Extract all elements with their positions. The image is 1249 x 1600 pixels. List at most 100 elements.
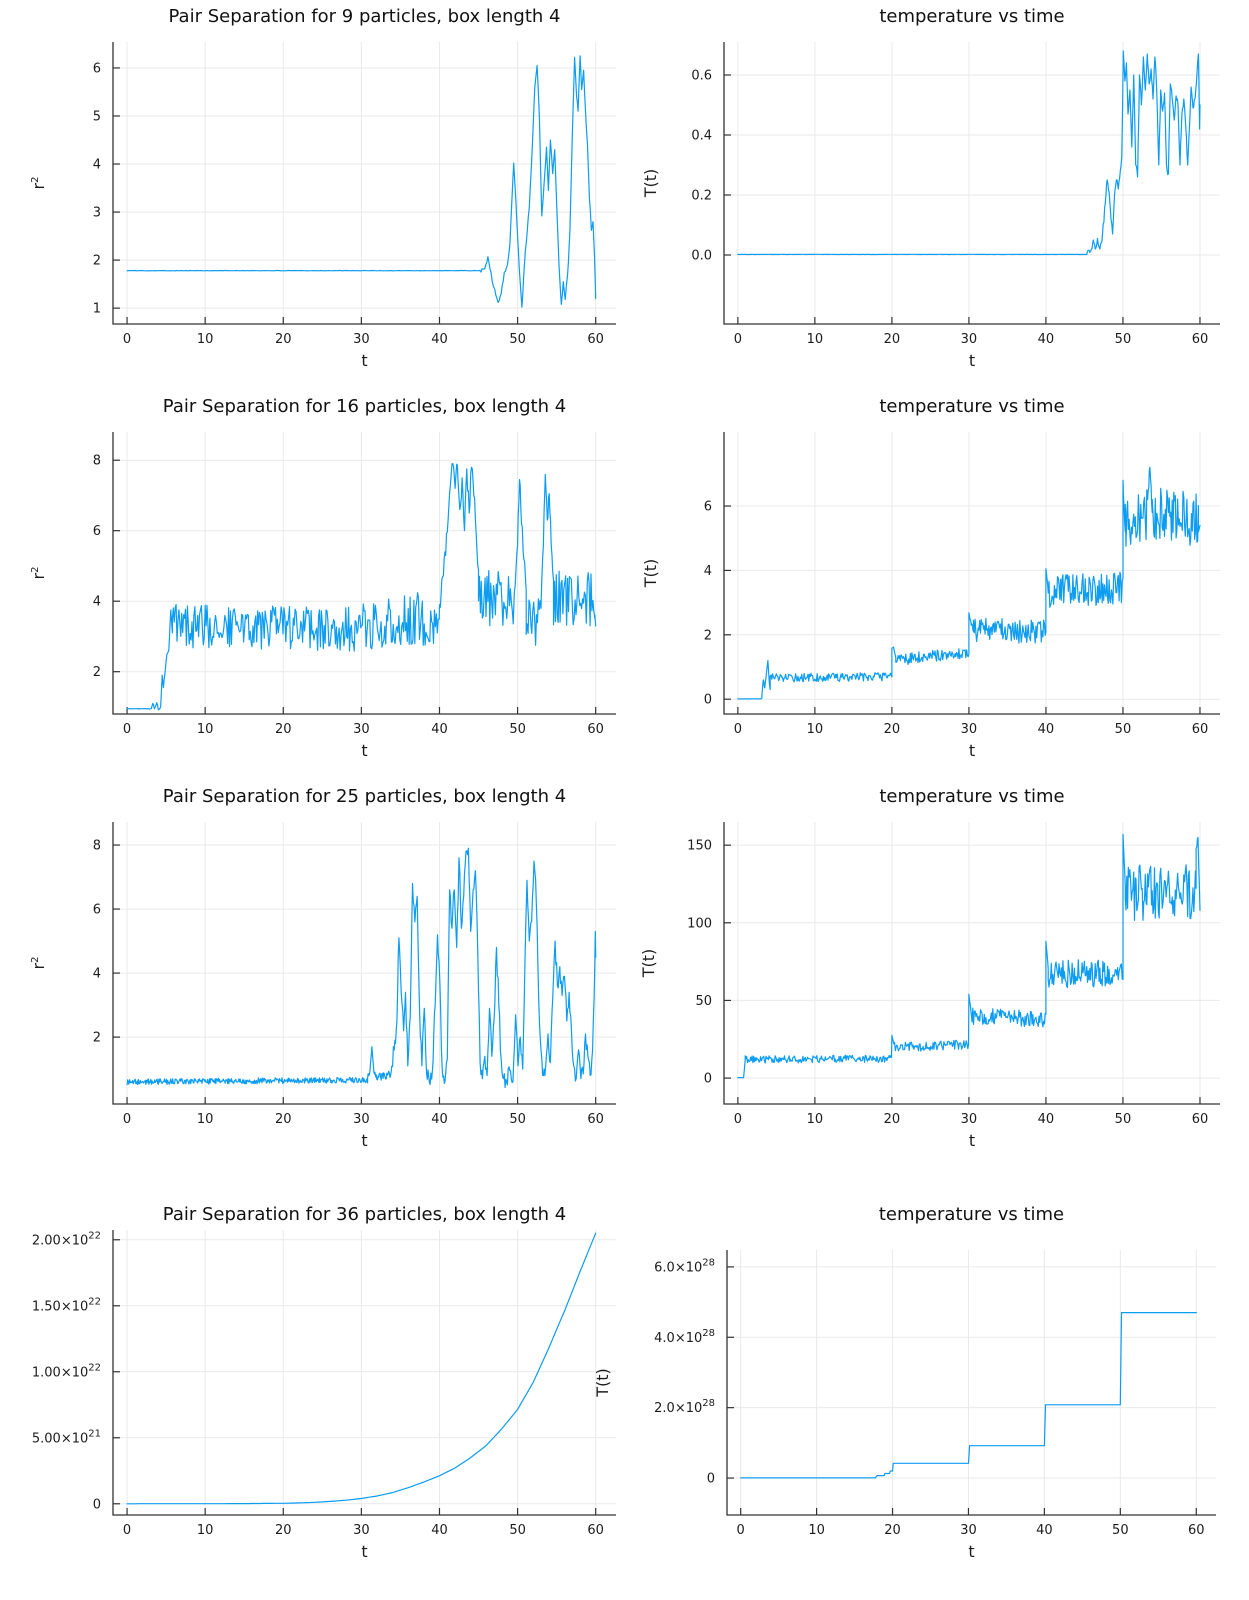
x-tick-label: 0 (123, 1112, 131, 1127)
y-tick-label: 4 (704, 564, 712, 579)
y-tick-label: 8 (93, 454, 101, 469)
y-axis-label: r2 (29, 177, 48, 190)
y-axis-label: r2 (29, 957, 48, 970)
axis-spine (112, 432, 616, 715)
chart-pair-separation-25: 0 10 20 30 40 50 60 2 4 6 8 Pair Separation for 25 … (0, 780, 624, 1170)
x-tick-label: 0 (123, 332, 131, 347)
x-tick-label: 60 (587, 1523, 604, 1538)
x-tick-label: 50 (1115, 332, 1132, 347)
x-tick-label: 30 (961, 332, 978, 347)
x-axis-label: t (361, 351, 367, 370)
x-tick-label: 30 (961, 722, 978, 737)
x-tick-label: 60 (1192, 332, 1209, 347)
y-tick-label: 0.6 (691, 69, 712, 84)
y-tick-label: 6 (704, 500, 712, 515)
x-tick-label: 10 (197, 332, 214, 347)
x-tick-label: 20 (275, 722, 292, 737)
y-axis-label: T(t) (641, 559, 660, 589)
chart-title: temperature vs time (879, 6, 1064, 27)
y-tick-label: 2 (704, 628, 712, 643)
chart-temperature-25: 0 10 20 30 40 50 60 0 50 100 150 temperature vs tim… (624, 780, 1249, 1170)
y-tick-label: 6.0×1028 (654, 1257, 715, 1275)
y-tick-label: 0 (93, 1497, 101, 1512)
x-tick-label: 40 (431, 1112, 448, 1127)
x-tick-label: 0 (737, 1523, 745, 1538)
y-axis-label: T(t) (639, 949, 658, 979)
y-tick-label: 0 (704, 693, 712, 708)
x-tick-label: 20 (884, 332, 901, 347)
y-axis-label: T(t) (593, 1368, 612, 1398)
y-tick-label: 2 (93, 1031, 101, 1046)
x-tick-label: 50 (509, 1523, 526, 1538)
y-axis-label: r2 (29, 567, 48, 580)
y-tick-label: 4 (93, 595, 101, 610)
x-tick-label: 50 (1115, 1112, 1132, 1127)
x-tick-label: 10 (807, 1112, 824, 1127)
x-tick-label: 10 (197, 1112, 214, 1127)
y-tick-label: 1.50×1022 (32, 1296, 101, 1314)
x-tick-label: 0 (734, 722, 742, 737)
y-tick-label: 1 (93, 302, 101, 317)
x-tick-label: 0 (123, 1523, 131, 1538)
x-tick-label: 60 (587, 332, 604, 347)
y-tick-label: 2 (93, 254, 101, 269)
y-tick-label: 4 (93, 967, 101, 982)
axis-spine (723, 432, 1220, 715)
axis-spine (112, 822, 616, 1105)
y-tick-label: 4 (93, 158, 101, 173)
chart-pair-separation-36: 0 10 20 30 40 50 60 0 5.00×1021 1.00×1022 1.50×102… (0, 1170, 624, 1600)
axis-spine (112, 42, 616, 325)
chart-temperature-16: 0 10 20 30 40 50 60 0 2 4 6 temperature vs time t T(t… (624, 390, 1249, 780)
y-axis-label: T(t) (641, 169, 660, 199)
x-tick-label: 50 (509, 722, 526, 737)
y-tick-label: 2 (93, 665, 101, 680)
series-line (740, 1312, 1197, 1479)
x-tick-label: 50 (509, 1112, 526, 1127)
chart-title: Pair Separation for 25 particles, box le… (163, 786, 566, 807)
y-tick-label: 2.00×1022 (32, 1230, 101, 1248)
axis-spine (723, 42, 1220, 325)
y-tick-label: 50 (695, 994, 712, 1009)
x-tick-label: 60 (587, 1112, 604, 1127)
x-axis-label: t (968, 1542, 974, 1561)
chart-title: temperature vs time (879, 786, 1064, 807)
x-tick-label: 40 (431, 1523, 448, 1538)
x-tick-label: 40 (431, 332, 448, 347)
x-tick-label: 40 (1036, 1523, 1053, 1538)
y-tick-label: 0 (707, 1472, 715, 1487)
x-axis-label: t (361, 1131, 367, 1150)
chart-pair-separation-16: 0 10 20 30 40 50 60 2 4 6 8 Pair Separation for 16 … (0, 390, 624, 780)
chart-title: Pair Separation for 36 particles, box le… (163, 1204, 566, 1225)
x-tick-label: 30 (960, 1523, 977, 1538)
x-axis-label: t (969, 1131, 975, 1150)
x-tick-label: 10 (807, 722, 824, 737)
x-tick-label: 40 (431, 722, 448, 737)
x-tick-label: 40 (1038, 1112, 1055, 1127)
series-line (737, 466, 1201, 700)
chart-pair-separation-9: 0 10 20 30 40 50 60 1 2 3 4 5 6 Pair Separation for 9… (0, 0, 624, 390)
x-tick-label: 30 (961, 1112, 978, 1127)
y-tick-label: 5.00×1021 (32, 1428, 101, 1446)
y-tick-label: 6 (93, 61, 101, 76)
x-tick-label: 10 (808, 1523, 825, 1538)
y-tick-label: 2.0×1028 (654, 1398, 715, 1416)
series-line (126, 1232, 597, 1505)
series-line (737, 50, 1201, 256)
chart-temperature-9: 0 10 20 30 40 50 60 0.0 0.2 0.4 0.6 temperature vs … (624, 0, 1249, 390)
axis-spine (726, 1250, 1216, 1516)
x-tick-label: 20 (275, 1523, 292, 1538)
x-axis-label: t (361, 741, 367, 760)
x-tick-label: 0 (734, 1112, 742, 1127)
chart-title: Pair Separation for 16 particles, box le… (163, 396, 566, 417)
x-tick-label: 60 (587, 722, 604, 737)
series-line (126, 55, 597, 308)
y-tick-label: 0.0 (691, 249, 712, 264)
x-tick-label: 20 (884, 722, 901, 737)
y-tick-label: 0.4 (691, 129, 712, 144)
x-tick-label: 20 (275, 1112, 292, 1127)
x-tick-label: 30 (353, 722, 370, 737)
x-tick-label: 60 (1192, 1112, 1209, 1127)
x-tick-label: 30 (353, 1112, 370, 1127)
axis-spine (112, 1230, 616, 1516)
x-tick-label: 60 (1192, 722, 1209, 737)
